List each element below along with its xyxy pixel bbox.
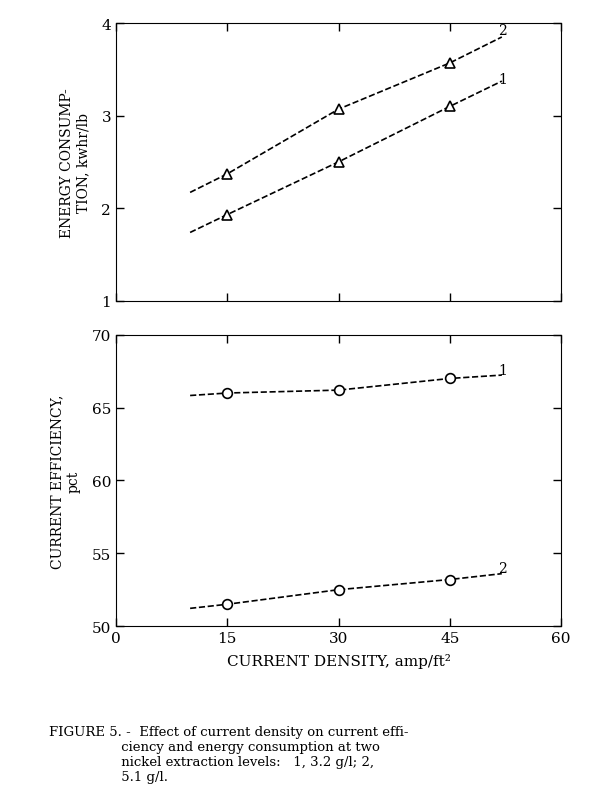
Text: 2: 2	[498, 561, 507, 576]
X-axis label: CURRENT DENSITY, amp/ft²: CURRENT DENSITY, amp/ft²	[226, 654, 451, 668]
Text: 1: 1	[498, 72, 507, 87]
Text: 2: 2	[498, 24, 507, 38]
Y-axis label: CURRENT EFFICIENCY,
pct: CURRENT EFFICIENCY, pct	[50, 393, 81, 568]
Text: 1: 1	[498, 363, 507, 377]
Text: FIGURE 5. -  Effect of current density on current effi-
                 ciency : FIGURE 5. - Effect of current density on…	[49, 725, 408, 783]
Y-axis label: ENERGY CONSUMP-
TION, kwhr/lb: ENERGY CONSUMP- TION, kwhr/lb	[60, 88, 90, 238]
